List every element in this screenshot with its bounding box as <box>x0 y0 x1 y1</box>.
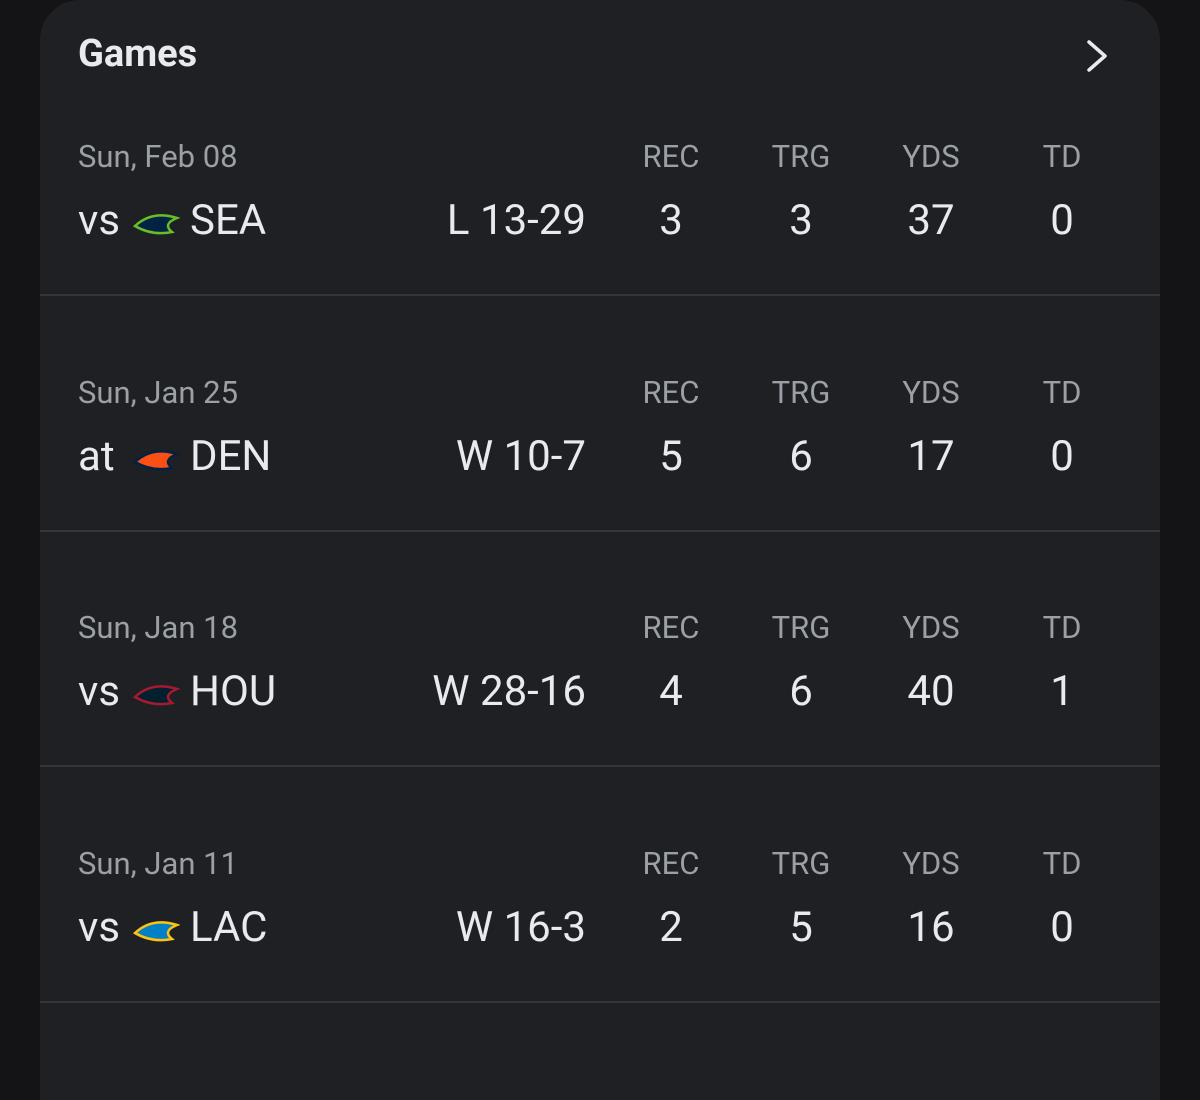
divider <box>40 294 1160 296</box>
page: Games (() => { const data = JSON.parse(d… <box>40 0 1160 1100</box>
stat-value: 5 <box>659 431 683 481</box>
stat-label: REC <box>642 609 700 646</box>
location: at <box>78 431 115 481</box>
result: L 13-29 <box>446 196 586 245</box>
stat-label: TD <box>1042 373 1082 411</box>
stat-label: YDS <box>902 609 960 646</box>
stat-value: 17 <box>907 431 955 481</box>
stat-value: 1 <box>1050 667 1074 716</box>
team-logo <box>132 214 180 235</box>
team: DEN <box>190 431 272 481</box>
stat-label: TRG <box>771 844 831 882</box>
game-date: Sun, Jan 18 <box>78 609 239 646</box>
location: vs <box>78 196 121 245</box>
team: SEA <box>190 196 267 245</box>
stat-label: TD <box>1042 138 1082 175</box>
stat-value: 3 <box>789 196 813 245</box>
divider <box>40 529 1160 532</box>
stat-label: REC <box>642 844 700 882</box>
game-date: Sun, Feb 08 <box>78 138 238 175</box>
stat-label: YDS <box>902 373 960 411</box>
stat-label: TD <box>1042 844 1082 882</box>
stat-value: 0 <box>1050 196 1074 245</box>
stat-label: TD <box>1042 609 1082 646</box>
stat-value: 6 <box>789 667 813 716</box>
stat-value: 5 <box>789 902 813 952</box>
result: W 16-3 <box>455 902 586 952</box>
stat-value: 6 <box>789 431 813 481</box>
stat-label: TRG <box>771 609 831 646</box>
card-title: Games <box>78 32 198 76</box>
stat-value: 3 <box>659 196 683 245</box>
result: W 28-16 <box>432 667 586 716</box>
team-logo <box>132 920 180 941</box>
divider <box>40 1000 1160 1003</box>
result: W 10-7 <box>455 431 586 481</box>
stat-label: REC <box>642 373 700 411</box>
stat-value: 0 <box>1050 902 1074 952</box>
location: vs <box>78 902 121 952</box>
divider <box>40 765 1160 767</box>
stat-label: TRG <box>771 373 831 411</box>
more-chevron[interactable] <box>1080 38 1114 74</box>
stat-label: TRG <box>771 138 831 175</box>
stat-label: YDS <box>902 138 960 175</box>
team: LAC <box>190 902 268 952</box>
stat-value: 2 <box>659 902 683 952</box>
stat-label: YDS <box>902 844 960 882</box>
stat-value: 40 <box>907 667 955 716</box>
stat-value: 16 <box>907 902 955 952</box>
games-card <box>40 0 1160 1100</box>
stat-value: 4 <box>659 667 683 716</box>
stat-label: REC <box>642 138 700 175</box>
team: HOU <box>190 667 277 716</box>
game-date: Sun, Jan 25 <box>78 373 239 411</box>
game-date: Sun, Jan 11 <box>78 844 239 882</box>
team-logo <box>132 685 180 706</box>
location: vs <box>78 667 121 716</box>
stat-value: 0 <box>1050 431 1074 481</box>
stat-value: 37 <box>907 196 955 245</box>
team-logo <box>132 449 180 470</box>
